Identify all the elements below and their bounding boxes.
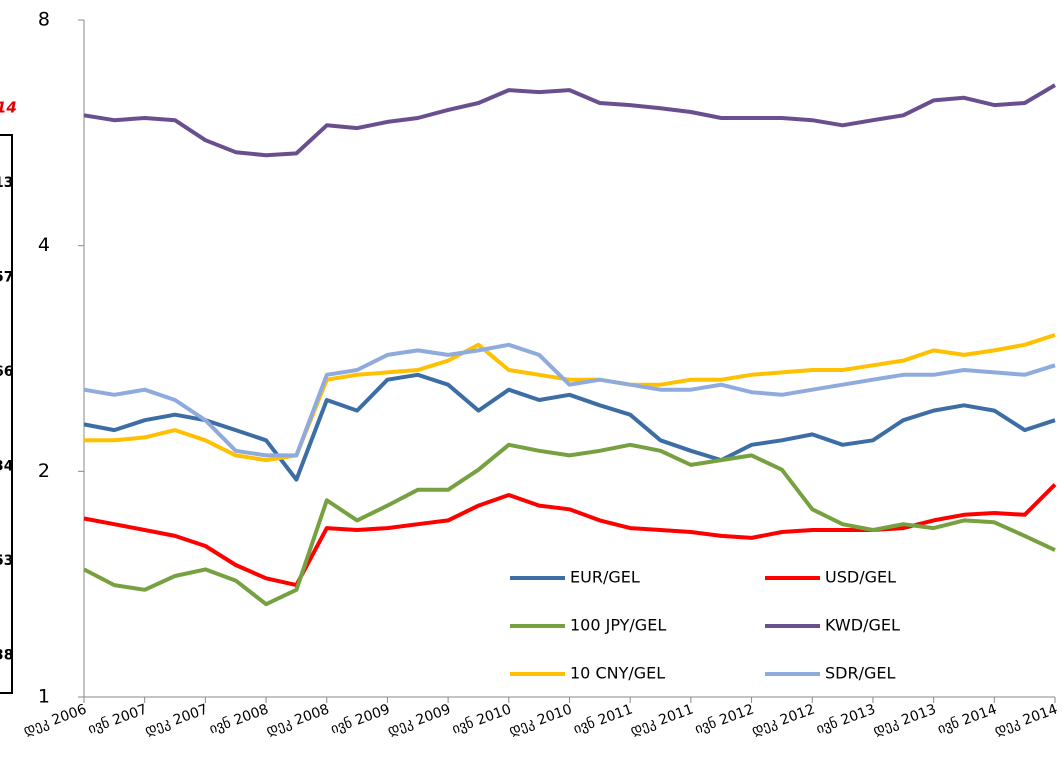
series-line xyxy=(83,483,1057,588)
y-tick-label: 8 xyxy=(38,9,50,31)
legend-label: USD/GEL xyxy=(825,568,896,587)
x-tick-label: ივნ 2014 xyxy=(935,701,999,737)
series-line xyxy=(83,372,1056,482)
x-tick-label: დეკ 2008 xyxy=(264,701,331,739)
panel-cell: 66 xyxy=(0,364,13,380)
panel-cell: 38 xyxy=(0,648,13,664)
series-line xyxy=(83,342,1056,458)
x-tick-label: ივნ 2011 xyxy=(571,701,635,737)
x-tick-label: ივნ 2010 xyxy=(450,701,514,737)
y-tick-label: 2 xyxy=(38,460,50,482)
x-tick-label: დეკ 2009 xyxy=(386,701,453,739)
x-tick-label: დეკ 2013 xyxy=(871,701,938,739)
panel-box xyxy=(0,134,13,694)
legend-label: 10 CNY/GEL xyxy=(570,664,665,683)
series-line xyxy=(84,333,1056,463)
x-tick-label: ივნ 2009 xyxy=(329,701,393,737)
legend-label: KWD/GEL xyxy=(825,616,900,635)
legend-label: 100 JPY/GEL xyxy=(570,616,666,635)
panel-cell: 57 xyxy=(0,270,13,286)
legend-label: SDR/GEL xyxy=(825,664,895,683)
x-tick-label: ივნ 2007 xyxy=(86,701,150,737)
y-tick-label: 4 xyxy=(38,234,50,256)
x-tick-label: დეკ 2006 xyxy=(21,701,88,739)
x-tick-label: ივნ 2008 xyxy=(207,701,271,737)
x-tick-label: დეკ 2012 xyxy=(750,701,817,739)
x-tick-label: დეკ 2007 xyxy=(143,701,210,739)
panel-cell: 34 xyxy=(0,459,14,475)
series-line xyxy=(83,442,1056,607)
panel-cell: 53 xyxy=(0,553,13,569)
x-tick-label: ივნ 2013 xyxy=(814,701,878,737)
panel-cell: 13 xyxy=(0,175,13,191)
legend-label: EUR/GEL xyxy=(570,568,640,587)
y-tick-label: 1 xyxy=(38,686,50,708)
x-tick-label: დეკ 2011 xyxy=(628,701,695,739)
x-tick-label: დეკ 2010 xyxy=(507,701,574,739)
x-tick-label: დეკ 2014 xyxy=(992,701,1059,739)
x-tick-label: ივნ 2012 xyxy=(693,701,757,737)
panel-heading: 14 xyxy=(0,99,17,117)
series-line xyxy=(83,83,1057,158)
